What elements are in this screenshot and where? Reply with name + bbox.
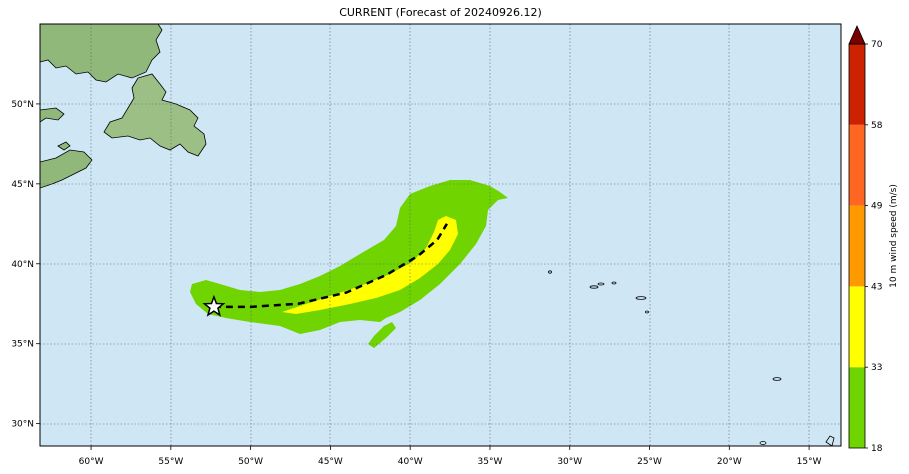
map-title: CURRENT (Forecast of 20240926.12) <box>339 6 542 19</box>
colorbar-frame <box>848 43 866 449</box>
lon-tick-label: 30°W <box>557 457 582 467</box>
island <box>825 435 835 446</box>
nova-scotia-coast <box>40 149 93 189</box>
colorbar-label: 10 m wind speed (m/s) <box>889 184 899 288</box>
colorbar-segment <box>849 124 865 206</box>
island <box>759 441 767 445</box>
swath-33-43 <box>282 216 458 314</box>
lat-tick-label: 35°N <box>11 340 34 350</box>
lat-tick-label: 50°N <box>11 100 34 110</box>
island <box>635 296 647 300</box>
lon-tick-label: 45°W <box>318 457 343 467</box>
lon-tick-label: 40°W <box>398 457 423 467</box>
colorbar-level-label: 43 <box>871 282 882 292</box>
island <box>597 282 605 286</box>
colorbar-level-label: 70 <box>871 40 883 50</box>
island <box>589 285 599 289</box>
colorbar-level-label: 18 <box>871 444 883 454</box>
lat-tick-label: 45°N <box>11 180 34 190</box>
colorbar-segment <box>849 205 865 287</box>
lon-tick-label: 15°W <box>797 457 822 467</box>
colorbar-segment <box>849 367 865 448</box>
colorbar-level-label: 33 <box>871 363 882 373</box>
island <box>645 310 649 314</box>
swath-18-33-tail <box>368 322 396 348</box>
lon-tick-label: 50°W <box>238 457 263 467</box>
swath-18-33 <box>190 180 508 334</box>
newfoundland-island <box>103 73 207 157</box>
island <box>772 377 782 381</box>
island <box>611 281 617 285</box>
colorbar-extend-arrow <box>848 25 866 45</box>
landmass <box>40 24 207 189</box>
lon-tick-label: 55°W <box>158 457 183 467</box>
colorbar-level-label: 49 <box>871 202 883 212</box>
labrador-coast <box>40 24 163 83</box>
cape-breton <box>40 107 65 123</box>
lat-tick-label: 30°N <box>11 420 34 430</box>
map-layers <box>40 24 841 446</box>
lat-tick-label: 40°N <box>11 260 34 270</box>
lon-tick-label: 35°W <box>478 457 503 467</box>
small-islands <box>548 270 835 446</box>
small-island <box>57 141 71 151</box>
lat-lon-grid <box>40 24 841 446</box>
colorbar-level-label: 58 <box>871 121 883 131</box>
colorbar: 18 33 43 49 58 70 10 m wind speed (m/s) <box>848 25 899 454</box>
wind-swath <box>190 180 508 348</box>
colorbar-segment <box>849 286 865 368</box>
colorbar-segment <box>849 44 865 125</box>
island <box>548 270 552 274</box>
storm-center-star-icon <box>202 294 226 317</box>
lon-tick-label: 60°W <box>79 457 104 467</box>
map-frame <box>39 23 842 447</box>
lon-tick-label: 20°W <box>717 457 742 467</box>
latitude-axis: 30°N 35°N 40°N 45°N 50°N <box>11 100 40 430</box>
lon-tick-label: 25°W <box>637 457 662 467</box>
longitude-axis: 60°W 55°W 50°W 45°W 40°W 35°W 30°W 25°W 20°W 15°W <box>79 446 822 467</box>
